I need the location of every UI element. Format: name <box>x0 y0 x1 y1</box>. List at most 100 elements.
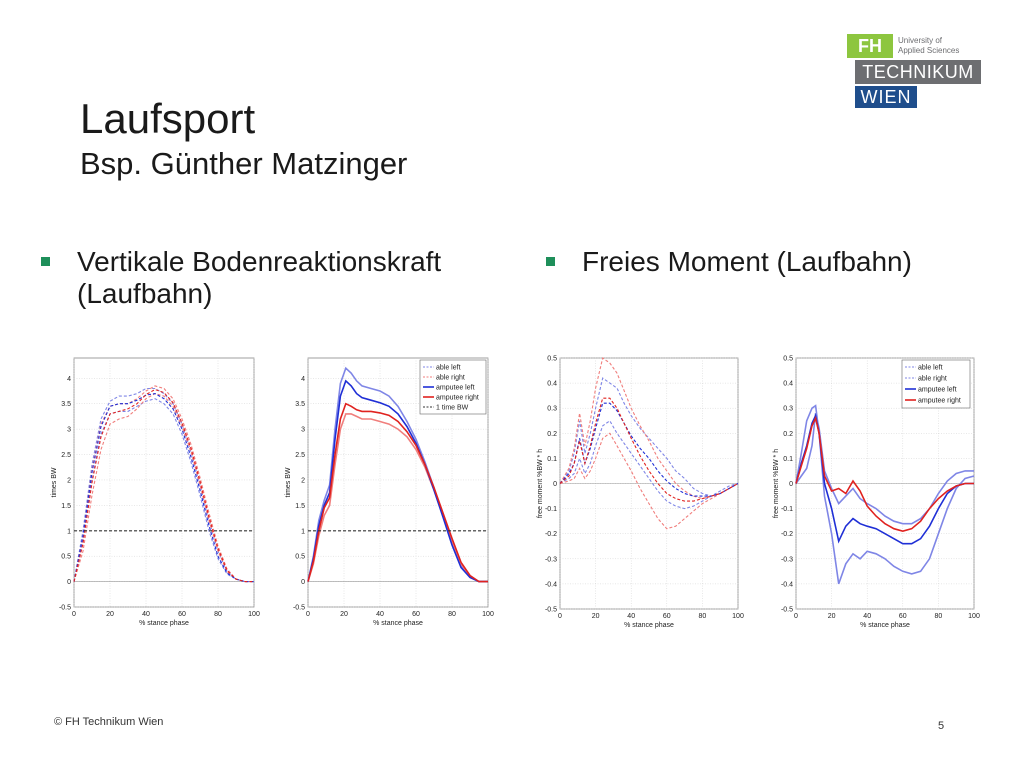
fh-technikum-logo: FH University of Applied Sciences TECHNI… <box>847 34 987 108</box>
y-tick-label: 0.2 <box>783 431 793 438</box>
bullet-right-text: Freies Moment (Laufbahn) <box>582 246 912 277</box>
logo-fh: FH <box>847 34 893 58</box>
y-tick-label: 3 <box>301 427 305 434</box>
logo-technikum: TECHNIKUM <box>855 60 981 84</box>
x-tick-label: 100 <box>732 613 744 620</box>
series-line-2 <box>795 413 974 545</box>
legend-label: able left <box>918 365 943 372</box>
series-line-1 <box>73 398 254 583</box>
x-tick-label: 0 <box>72 611 76 618</box>
slide-subtitle: Bsp. Günther Matzinger <box>80 146 408 181</box>
y-axis-label: free moment %BW * h <box>537 449 544 518</box>
x-tick-label: 0 <box>794 613 798 620</box>
x-tick-label: 20 <box>828 613 836 620</box>
x-tick-label: 20 <box>106 611 114 618</box>
bullet-left-text: Vertikale Bodenreaktionskraft (Laufbahn) <box>77 246 442 309</box>
plot-area <box>73 357 255 608</box>
series-line-2 <box>73 385 254 583</box>
x-axis-label: % stance phase <box>860 622 910 629</box>
x-tick-label: 60 <box>412 611 420 618</box>
x-tick-label: 0 <box>306 611 310 618</box>
logo-university-line2: Applied Sciences <box>898 46 960 55</box>
x-axis-label: % stance phase <box>373 620 423 627</box>
y-tick-label: -0.5 <box>545 607 557 614</box>
x-tick-label: 80 <box>699 613 707 620</box>
y-axis-label: times BW <box>285 467 292 497</box>
legend-label: able right <box>918 376 947 383</box>
y-tick-label: 0 <box>553 481 557 488</box>
series-line-3 <box>559 432 739 530</box>
legend-label: amputee right <box>918 398 961 405</box>
legend-label: able right <box>436 375 465 382</box>
legend-label: able left <box>436 365 461 372</box>
series-line-3 <box>795 415 974 533</box>
y-axis-label: free moment %BW * h <box>773 449 780 518</box>
chart-free-moment-able: 0 20 40 60 80 100 -0.5 -0.4 -0.3 -0.2 -0.1 0 0.1 0.2 0… <box>537 356 744 630</box>
y-tick-label: -0.5 <box>293 605 305 612</box>
y-tick-label: -0.1 <box>545 506 557 513</box>
y-tick-label: -0.2 <box>545 531 557 538</box>
y-tick-label: 3 <box>67 427 71 434</box>
x-tick-label: 100 <box>482 611 494 618</box>
y-tick-label: 4 <box>301 376 305 383</box>
footer-copyright: © FH Technikum Wien <box>54 716 164 728</box>
legend-label: 1 time BW <box>436 405 469 412</box>
chart-grf-able: 0 20 40 60 80 100-0.500.511.522.533.54% stanc… <box>51 357 260 627</box>
x-axis-label: % stance phase <box>624 622 674 629</box>
y-tick-label: -0.3 <box>781 556 793 563</box>
legend-label: amputee left <box>436 385 475 392</box>
chart-grf-amputee: 0 20 40 60 80 100-0.500.511.522.533.54% stanc… <box>285 357 494 627</box>
series-line-0 <box>795 404 975 585</box>
y-tick-label: 0.1 <box>547 456 557 463</box>
x-tick-label: 100 <box>248 611 260 618</box>
y-tick-label: 2.5 <box>295 452 305 459</box>
y-axis-label: times BW <box>51 467 58 497</box>
y-tick-label: 0.3 <box>547 406 557 413</box>
x-tick-label: 100 <box>968 613 980 620</box>
logo-wien: WIEN <box>855 86 917 108</box>
slide-title: Laufsport <box>80 95 256 142</box>
bullet-square-icon <box>41 257 50 266</box>
bullet-ground-reaction-force: Vertikale Bodenreaktionskraft (Laufbahn) <box>41 246 517 310</box>
series-line-3 <box>307 402 488 583</box>
y-tick-label: 0.4 <box>783 381 793 388</box>
y-tick-label: 1.5 <box>295 503 305 510</box>
y-tick-label: 3.5 <box>295 401 305 408</box>
y-tick-label: 1 <box>67 528 71 535</box>
y-tick-label: -0.4 <box>781 581 793 588</box>
series-line-1 <box>795 413 974 525</box>
series-line-5 <box>73 388 254 583</box>
y-tick-label: 2.5 <box>61 452 71 459</box>
x-tick-label: 60 <box>663 613 671 620</box>
x-tick-label: 40 <box>627 613 635 620</box>
chart-free-moment-amputee: 0 20 40 60 80 100 -0.5 -0.4 -0.3 -0.2 -0.1 0 0.1 0.2 0… <box>773 356 980 630</box>
y-tick-label: -0.5 <box>59 605 71 612</box>
bullet-free-moment: Freies Moment (Laufbahn) <box>546 246 1002 278</box>
y-tick-label: 0.2 <box>547 431 557 438</box>
x-tick-label: 40 <box>863 613 871 620</box>
x-tick-label: 40 <box>142 611 150 618</box>
y-tick-label: 4 <box>67 376 71 383</box>
y-tick-label: 3.5 <box>61 401 71 408</box>
y-tick-label: 0 <box>789 481 793 488</box>
y-tick-label: 0.5 <box>547 356 557 363</box>
y-tick-label: -0.2 <box>781 531 793 538</box>
legend-label: amputee right <box>436 395 479 402</box>
series-line-4 <box>73 393 254 583</box>
series-line-1 <box>559 420 739 510</box>
series-line-1 <box>307 413 488 583</box>
page-number: 5 <box>938 720 945 732</box>
legend-label: amputee left <box>918 387 957 394</box>
x-tick-label: 80 <box>935 613 943 620</box>
x-tick-label: 60 <box>899 613 907 620</box>
bullet-square-icon <box>546 257 555 266</box>
x-tick-label: 80 <box>214 611 222 618</box>
y-tick-label: -0.1 <box>781 506 793 513</box>
y-tick-label: 0.5 <box>783 356 793 363</box>
x-axis-label: % stance phase <box>139 620 189 627</box>
y-tick-label: 0 <box>301 579 305 586</box>
x-tick-label: 20 <box>340 611 348 618</box>
series-line-5 <box>559 397 739 502</box>
y-tick-label: -0.4 <box>545 581 557 588</box>
y-tick-label: 1.5 <box>61 503 71 510</box>
